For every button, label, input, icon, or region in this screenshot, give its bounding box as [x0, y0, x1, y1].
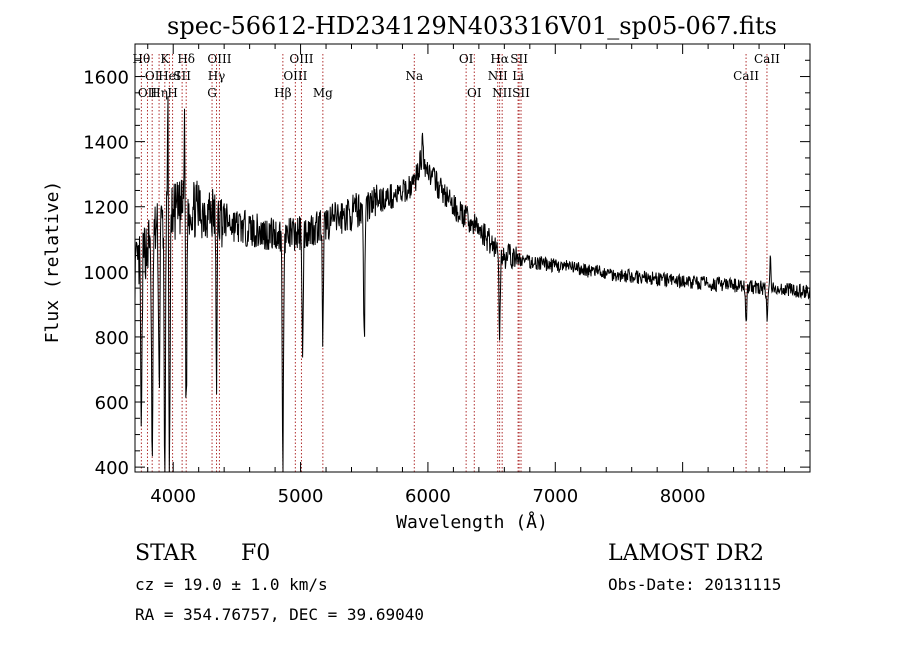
y-tick-label: 1000	[83, 263, 129, 284]
line-marker-label: OI	[145, 69, 160, 83]
y-tick-label: 1200	[83, 198, 129, 219]
line-marker-label: OIII	[207, 52, 231, 66]
x-tick-label: 6000	[405, 486, 451, 507]
y-tick-label: 1400	[83, 133, 129, 154]
line-marker-label: Na	[405, 69, 423, 83]
line-marker-label: H	[167, 86, 177, 100]
line-marker-label: HeI	[158, 69, 181, 83]
line-marker-label: SII	[510, 52, 528, 66]
plot-frame	[134, 43, 811, 473]
line-marker-label: K	[160, 52, 170, 66]
line-marker-label: OI	[459, 52, 474, 66]
line-marker-label: Hγ	[208, 69, 226, 83]
line-markers	[140, 54, 768, 472]
line-marker-label: Mg	[313, 86, 333, 100]
line-marker-label: Hβ	[274, 86, 291, 100]
x-axis-label: Wavelength (Å)	[396, 511, 548, 533]
line-marker-labels: Hθ OII OI Hη K HeI H SII Hδ G Hγ OIII Hβ OIII OIII Mg Na…	[133, 52, 781, 100]
coords-text: RA = 354.76757, DEC = 39.69040	[135, 605, 424, 624]
y-tick-label: 800	[95, 328, 129, 349]
class-label: STAR	[135, 541, 197, 566]
y-axis-ticks: 400 600 800 1000 1200 1400 1600	[83, 59, 810, 479]
line-marker-label: G	[207, 86, 217, 100]
line-marker-label: Hα	[490, 52, 509, 66]
survey-label: LAMOST DR2	[608, 541, 764, 566]
line-marker-label: Hθ	[133, 52, 151, 66]
chart-title: spec-56612-HD234129N403316V01_sp05-067.f…	[167, 12, 777, 40]
x-tick-label: 5000	[278, 486, 324, 507]
line-marker-label: Li	[512, 69, 524, 83]
line-marker-label: OI	[467, 86, 482, 100]
x-axis-ticks: 4000 5000 6000 7000 8000	[147, 44, 786, 507]
x-tick-label: 4000	[150, 486, 196, 507]
line-marker-label: Hδ	[177, 52, 195, 66]
line-marker-label: OII	[138, 86, 158, 100]
line-marker-label: SII	[512, 86, 530, 100]
line-marker-label: NII	[492, 86, 512, 100]
y-tick-label: 400	[95, 458, 129, 479]
line-marker-label: CaII	[754, 52, 780, 66]
y-axis-label: Flux (relative)	[42, 181, 63, 344]
line-marker-label: OIII	[289, 52, 313, 66]
subclass-label: F0	[241, 541, 270, 566]
redshift-text: cz = 19.0 ± 1.0 km/s	[135, 575, 328, 594]
line-marker-label: SII	[173, 69, 191, 83]
spectrum-line	[134, 96, 811, 473]
line-marker-label: CaII	[733, 69, 759, 83]
line-marker-label: NII	[488, 69, 508, 83]
y-tick-label: 600	[95, 393, 129, 414]
line-marker-label: OIII	[283, 69, 307, 83]
line-marker-label: Hη	[150, 86, 168, 100]
x-tick-label: 8000	[660, 486, 706, 507]
obs-date-text: Obs-Date: 20131115	[608, 575, 781, 594]
x-tick-label: 7000	[532, 486, 578, 507]
y-tick-label: 1600	[83, 68, 129, 89]
